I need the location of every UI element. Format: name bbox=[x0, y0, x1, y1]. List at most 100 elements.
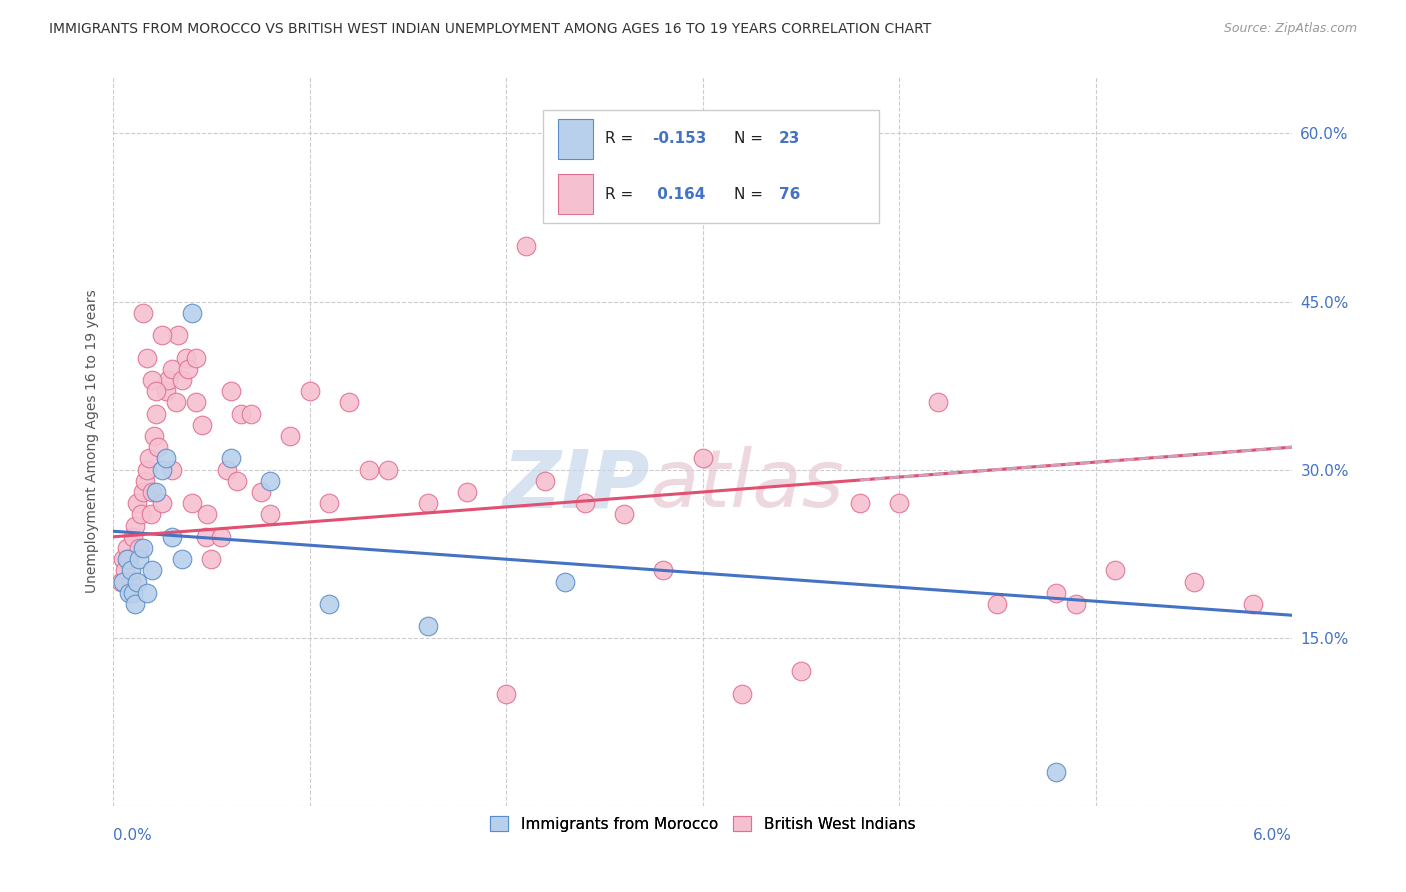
Point bbox=[111, 552, 134, 566]
Point bbox=[534, 474, 557, 488]
Point bbox=[318, 597, 340, 611]
Point bbox=[150, 328, 173, 343]
Point bbox=[155, 384, 177, 399]
Point bbox=[197, 508, 219, 522]
Point bbox=[357, 462, 380, 476]
Point bbox=[129, 508, 152, 522]
Point bbox=[209, 530, 232, 544]
Point bbox=[110, 574, 132, 589]
Text: R =: R = bbox=[605, 131, 638, 146]
Point bbox=[150, 462, 173, 476]
Point bbox=[128, 552, 150, 566]
Point bbox=[184, 351, 207, 365]
Point bbox=[259, 474, 281, 488]
Point bbox=[124, 518, 146, 533]
Point bbox=[927, 395, 949, 409]
Point bbox=[124, 597, 146, 611]
Point bbox=[1045, 765, 1067, 780]
Point bbox=[495, 687, 517, 701]
Point bbox=[298, 384, 321, 399]
Point bbox=[170, 552, 193, 566]
Point bbox=[692, 451, 714, 466]
Point bbox=[128, 541, 150, 555]
Point bbox=[125, 496, 148, 510]
Point bbox=[143, 429, 166, 443]
Point bbox=[141, 485, 163, 500]
Point bbox=[1182, 574, 1205, 589]
Point bbox=[118, 552, 141, 566]
Point bbox=[121, 530, 143, 544]
Point bbox=[148, 440, 170, 454]
Point bbox=[125, 574, 148, 589]
Text: N =: N = bbox=[734, 186, 768, 202]
FancyBboxPatch shape bbox=[544, 111, 879, 223]
Point bbox=[145, 407, 167, 421]
Point bbox=[167, 328, 190, 343]
Text: -0.153: -0.153 bbox=[652, 131, 706, 146]
Point bbox=[160, 530, 183, 544]
Point bbox=[1104, 563, 1126, 577]
Point bbox=[1064, 597, 1087, 611]
Point bbox=[134, 474, 156, 488]
Text: atlas: atlas bbox=[650, 446, 844, 524]
Point bbox=[554, 574, 576, 589]
Text: Source: ZipAtlas.com: Source: ZipAtlas.com bbox=[1223, 22, 1357, 36]
Point bbox=[131, 485, 153, 500]
Point bbox=[249, 485, 271, 500]
Point bbox=[165, 395, 187, 409]
Point bbox=[114, 563, 136, 577]
Text: 6.0%: 6.0% bbox=[1253, 828, 1292, 843]
Point bbox=[613, 508, 636, 522]
Text: ZIP: ZIP bbox=[502, 446, 650, 524]
Point bbox=[848, 496, 870, 510]
Text: 0.0%: 0.0% bbox=[114, 828, 152, 843]
Point bbox=[174, 351, 197, 365]
Point bbox=[160, 361, 183, 376]
Point bbox=[887, 496, 910, 510]
Point bbox=[131, 306, 153, 320]
Point bbox=[131, 541, 153, 555]
Point bbox=[219, 384, 242, 399]
Point bbox=[416, 496, 439, 510]
Point bbox=[139, 508, 162, 522]
Point bbox=[731, 687, 754, 701]
Point bbox=[652, 563, 675, 577]
Point bbox=[229, 407, 252, 421]
Point bbox=[790, 665, 813, 679]
Point bbox=[986, 597, 1008, 611]
Point bbox=[219, 451, 242, 466]
Point bbox=[118, 586, 141, 600]
Point bbox=[278, 429, 301, 443]
Point bbox=[239, 407, 262, 421]
Point bbox=[157, 373, 180, 387]
Point bbox=[135, 586, 157, 600]
Point bbox=[120, 563, 142, 577]
Point bbox=[574, 496, 596, 510]
Point bbox=[184, 395, 207, 409]
Point bbox=[226, 474, 249, 488]
Point bbox=[170, 373, 193, 387]
Point bbox=[150, 496, 173, 510]
Point bbox=[377, 462, 399, 476]
Point bbox=[121, 586, 143, 600]
Point bbox=[111, 574, 134, 589]
Text: 23: 23 bbox=[779, 131, 800, 146]
Point bbox=[141, 373, 163, 387]
Point bbox=[337, 395, 360, 409]
Point bbox=[456, 485, 478, 500]
Point bbox=[160, 462, 183, 476]
FancyBboxPatch shape bbox=[558, 119, 593, 159]
Point bbox=[259, 508, 281, 522]
Point bbox=[180, 306, 202, 320]
Point bbox=[115, 552, 138, 566]
Point bbox=[318, 496, 340, 510]
Text: 0.164: 0.164 bbox=[652, 186, 706, 202]
Text: IMMIGRANTS FROM MOROCCO VS BRITISH WEST INDIAN UNEMPLOYMENT AMONG AGES 16 TO 19 : IMMIGRANTS FROM MOROCCO VS BRITISH WEST … bbox=[49, 22, 931, 37]
Text: R =: R = bbox=[605, 186, 638, 202]
Text: N =: N = bbox=[734, 131, 768, 146]
Text: 76: 76 bbox=[779, 186, 800, 202]
FancyBboxPatch shape bbox=[558, 174, 593, 214]
Point bbox=[120, 574, 142, 589]
Point bbox=[145, 384, 167, 399]
Point bbox=[515, 238, 537, 252]
